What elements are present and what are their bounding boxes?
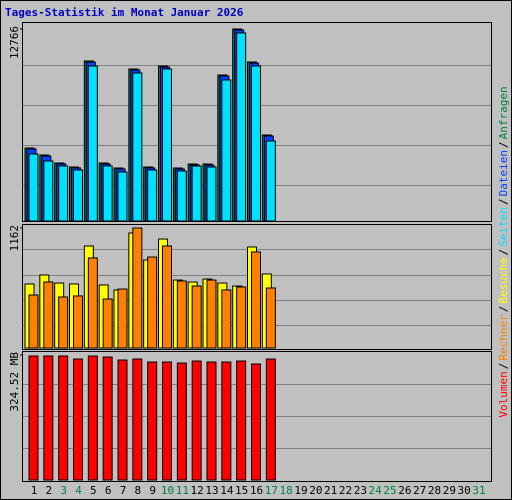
- x-tick-label: 27: [413, 484, 426, 497]
- bar: [265, 140, 276, 222]
- bar: [87, 355, 98, 481]
- bar: [162, 361, 172, 481]
- x-tick-label: 7: [120, 484, 127, 497]
- x-tick-label: 17: [265, 484, 278, 497]
- bar: [147, 361, 158, 481]
- bar: [176, 362, 187, 481]
- x-tick-label: 3: [60, 484, 67, 497]
- bar: [102, 165, 113, 222]
- x-tick-label: 9: [149, 484, 156, 497]
- legend-separator: /: [497, 141, 510, 148]
- x-tick-label: 15: [235, 484, 248, 497]
- bar: [58, 296, 69, 349]
- bar: [28, 294, 39, 349]
- x-tick-label: 5: [90, 484, 97, 497]
- bar: [147, 256, 158, 349]
- x-tick-label: 26: [398, 484, 411, 497]
- x-tick-label: 11: [176, 484, 189, 497]
- bar: [191, 285, 202, 349]
- bar: [236, 360, 247, 481]
- bar: [132, 227, 143, 349]
- x-tick-label: 29: [443, 484, 456, 497]
- bar: [43, 281, 54, 349]
- legend: Volumen/Rechner/Besuche/Seiten/Dateien/A…: [497, 86, 510, 417]
- x-tick-label: 24: [369, 484, 383, 497]
- bar: [43, 355, 54, 481]
- legend-entry: Dateien: [497, 150, 510, 196]
- bar: [102, 298, 113, 349]
- x-tick-label: 6: [105, 484, 112, 497]
- x-tick-label: 2: [46, 484, 53, 497]
- bar: [206, 279, 217, 349]
- x-tick-label: 18: [280, 484, 293, 497]
- bar: [117, 288, 128, 349]
- bar: [102, 356, 113, 481]
- bar: [251, 363, 261, 481]
- x-tick-label: 4: [75, 484, 82, 497]
- legend-separator: /: [497, 363, 510, 370]
- bar: [132, 358, 143, 481]
- bar: [206, 166, 217, 222]
- legend-entry: Seiten: [497, 207, 510, 247]
- bar: [206, 361, 217, 481]
- bar: [176, 170, 187, 222]
- bar: [28, 153, 39, 222]
- bar: [251, 65, 261, 222]
- bar: [162, 68, 172, 222]
- x-tick-label: 28: [428, 484, 441, 497]
- legend-separator: /: [497, 306, 510, 313]
- bar: [87, 65, 98, 222]
- bar: [73, 169, 83, 222]
- bar: [58, 355, 69, 481]
- x-tick-label: 21: [324, 484, 337, 497]
- y-tick-label: 1162: [8, 225, 21, 252]
- legend-entry: Rechner: [497, 314, 510, 361]
- bar: [43, 160, 54, 222]
- bar: [265, 287, 276, 349]
- chart-title: Tages-Statistik im Monat Januar 2026: [5, 6, 244, 19]
- bar: [73, 295, 83, 349]
- bar: [58, 165, 69, 222]
- legend-entry: Anfragen: [497, 86, 510, 139]
- x-tick-label: 19: [294, 484, 307, 497]
- y-tick-label: 324.52 MB: [8, 352, 21, 412]
- x-tick-label: 12: [191, 484, 204, 497]
- bar: [117, 171, 128, 222]
- x-tick-label: 31: [472, 484, 485, 497]
- bar: [265, 358, 276, 481]
- x-tick-label: 23: [354, 484, 367, 497]
- bar: [147, 169, 158, 222]
- x-tick-label: 8: [135, 484, 142, 497]
- bar: [221, 361, 232, 481]
- x-tick-label: 25: [383, 484, 396, 497]
- bar: [236, 32, 247, 222]
- bar: [87, 257, 98, 349]
- bar: [191, 360, 202, 481]
- x-tick-label: 1: [31, 484, 38, 497]
- bar: [236, 286, 247, 349]
- bar: [191, 165, 202, 222]
- bar: [176, 280, 187, 349]
- legend-separator: /: [497, 249, 510, 256]
- x-tick-label: 30: [458, 484, 471, 497]
- x-tick-label: 14: [220, 484, 234, 497]
- x-tick-label: 13: [205, 484, 218, 497]
- y-tick-label: 12766: [8, 26, 21, 59]
- legend-entry: Volumen: [497, 371, 510, 417]
- bar: [221, 289, 232, 349]
- bar: [251, 251, 261, 349]
- x-tick-label: 16: [250, 484, 263, 497]
- legend-separator: /: [497, 198, 510, 205]
- bar: [28, 355, 39, 481]
- x-tick-label: 22: [339, 484, 352, 497]
- bar: [117, 359, 128, 481]
- x-tick-label: 10: [161, 484, 174, 497]
- legend-entry: Besuche: [497, 257, 510, 303]
- bar: [221, 79, 232, 222]
- bar: [73, 358, 83, 481]
- bar: [132, 72, 143, 222]
- x-tick-label: 20: [309, 484, 322, 497]
- bar: [162, 245, 172, 349]
